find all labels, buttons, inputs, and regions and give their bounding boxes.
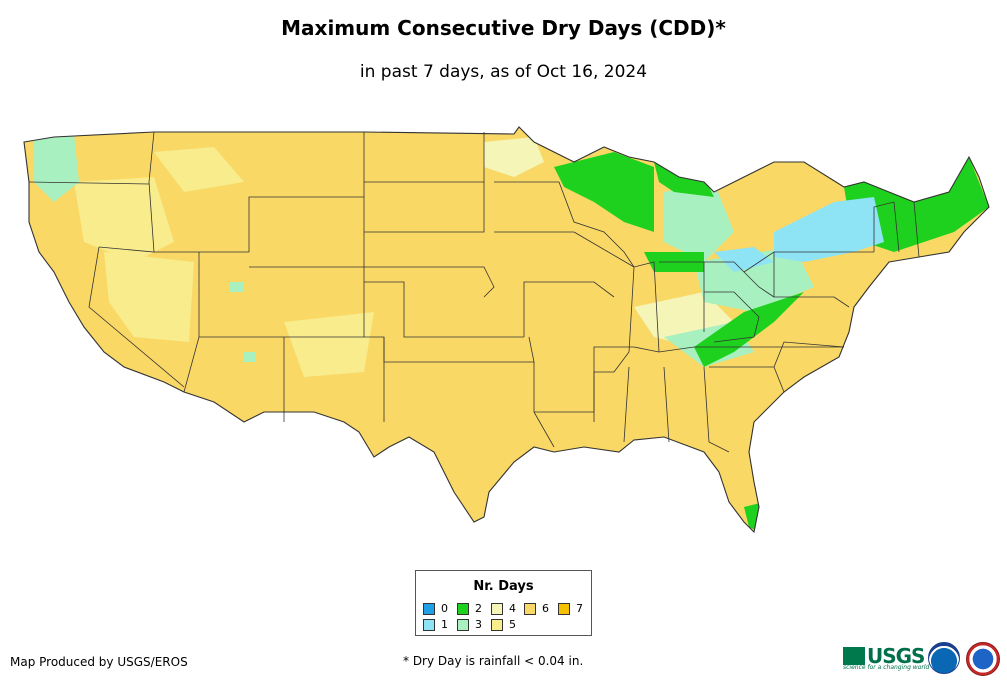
legend-label-2: 2 bbox=[475, 602, 482, 615]
legend-swatch-2 bbox=[457, 602, 469, 615]
dry-day-footnote: * Dry Day is rainfall < 0.04 in. bbox=[403, 654, 584, 668]
legend-item-7: 7 bbox=[558, 602, 583, 615]
usgs-tagline: science for a changing world bbox=[843, 664, 930, 671]
legend-swatch-3 bbox=[457, 618, 469, 631]
legend-swatch-6 bbox=[524, 602, 536, 615]
legend-item-0: 0 bbox=[423, 602, 448, 615]
legend-swatch-1 bbox=[423, 618, 435, 631]
legend-label-7: 7 bbox=[576, 602, 583, 615]
legend-item-2: 2 bbox=[457, 602, 482, 615]
legend: Nr. Days 0 1 2 3 4 5 6 7 bbox=[415, 570, 592, 636]
noaa-logo-icon bbox=[928, 642, 960, 674]
conus-cdd-map bbox=[23, 126, 990, 534]
usgs-logo: USGS bbox=[843, 644, 925, 668]
legend-label-4: 4 bbox=[509, 602, 516, 615]
legend-label-5: 5 bbox=[509, 618, 516, 631]
usgs-wave-icon bbox=[843, 647, 865, 665]
legend-item-4: 4 bbox=[491, 602, 516, 615]
map-title: Maximum Consecutive Dry Days (CDD)* bbox=[281, 16, 726, 40]
legend-swatch-5 bbox=[491, 618, 503, 631]
legend-label-6: 6 bbox=[542, 602, 549, 615]
legend-label-0: 0 bbox=[441, 602, 448, 615]
legend-item-6: 6 bbox=[524, 602, 549, 615]
usgs-logo-text: USGS bbox=[867, 644, 925, 668]
legend-title: Nr. Days bbox=[473, 579, 534, 594]
map-subtitle: in past 7 days, as of Oct 16, 2024 bbox=[359, 62, 648, 82]
legend-swatch-4 bbox=[491, 602, 503, 615]
legend-item-3: 3 bbox=[457, 618, 482, 631]
legend-label-1: 1 bbox=[441, 618, 448, 631]
legend-label-3: 3 bbox=[475, 618, 482, 631]
map-credit: Map Produced by USGS/EROS bbox=[10, 655, 188, 669]
legend-item-1: 1 bbox=[423, 618, 448, 631]
nws-logo-icon bbox=[966, 642, 1000, 676]
agency-logos: USGS science for a changing world bbox=[843, 640, 1003, 676]
legend-swatch-7 bbox=[558, 602, 570, 615]
legend-item-5: 5 bbox=[491, 618, 516, 631]
legend-swatch-0 bbox=[423, 602, 435, 615]
